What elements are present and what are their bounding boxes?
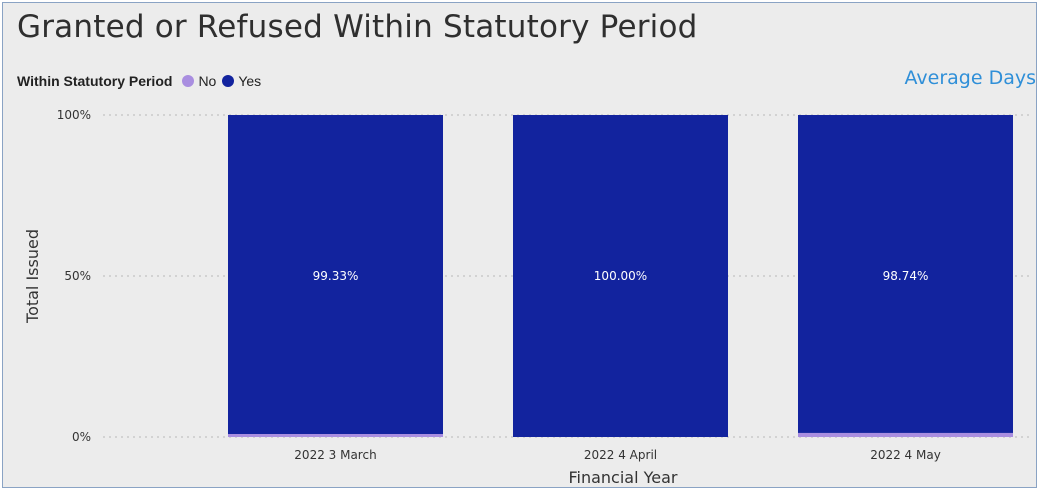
legend: Within Statutory Period No Yes — [17, 71, 267, 91]
y-tick-label: 50% — [64, 269, 91, 283]
chart-panel: Granted or Refused Within Statutory Peri… — [2, 2, 1037, 488]
bar-segment-no[interactable] — [798, 432, 1013, 437]
bar-chart: 0% 50% 100% Total Issued 99.33% 2022 3 March 1… — [23, 108, 1033, 487]
y-axis-title: Total Issued — [23, 229, 42, 324]
bar-data-label: 99.33% — [313, 269, 359, 283]
legend-no-label: No — [198, 73, 217, 89]
x-tick-label: 2022 4 April — [584, 448, 657, 462]
legend-yes-label: Yes — [238, 73, 262, 89]
legend-no-swatch — [182, 75, 195, 87]
bar-data-label: 98.74% — [883, 269, 929, 283]
bar-segment-yes[interactable] — [228, 115, 443, 434]
legend-title: Within Statutory Period — [17, 73, 173, 89]
bar-data-label: 100.00% — [594, 269, 647, 283]
bar-segment-yes[interactable] — [798, 115, 1013, 433]
x-tick-label: 2022 4 May — [870, 448, 941, 462]
y-tick-label: 0% — [72, 430, 91, 444]
bar-segment-no[interactable] — [228, 434, 443, 437]
average-days-link[interactable]: Average Days — [904, 67, 1036, 89]
legend-item-no[interactable]: No — [182, 73, 216, 89]
x-axis-title: Financial Year — [568, 468, 677, 487]
legend-yes-swatch — [222, 75, 235, 87]
bar-segment-yes[interactable] — [513, 115, 728, 437]
chart-title: Granted or Refused Within Statutory Peri… — [17, 9, 698, 45]
legend-item-yes[interactable]: Yes — [222, 73, 261, 89]
y-tick-label: 100% — [57, 108, 91, 122]
x-tick-label: 2022 3 March — [294, 448, 376, 462]
